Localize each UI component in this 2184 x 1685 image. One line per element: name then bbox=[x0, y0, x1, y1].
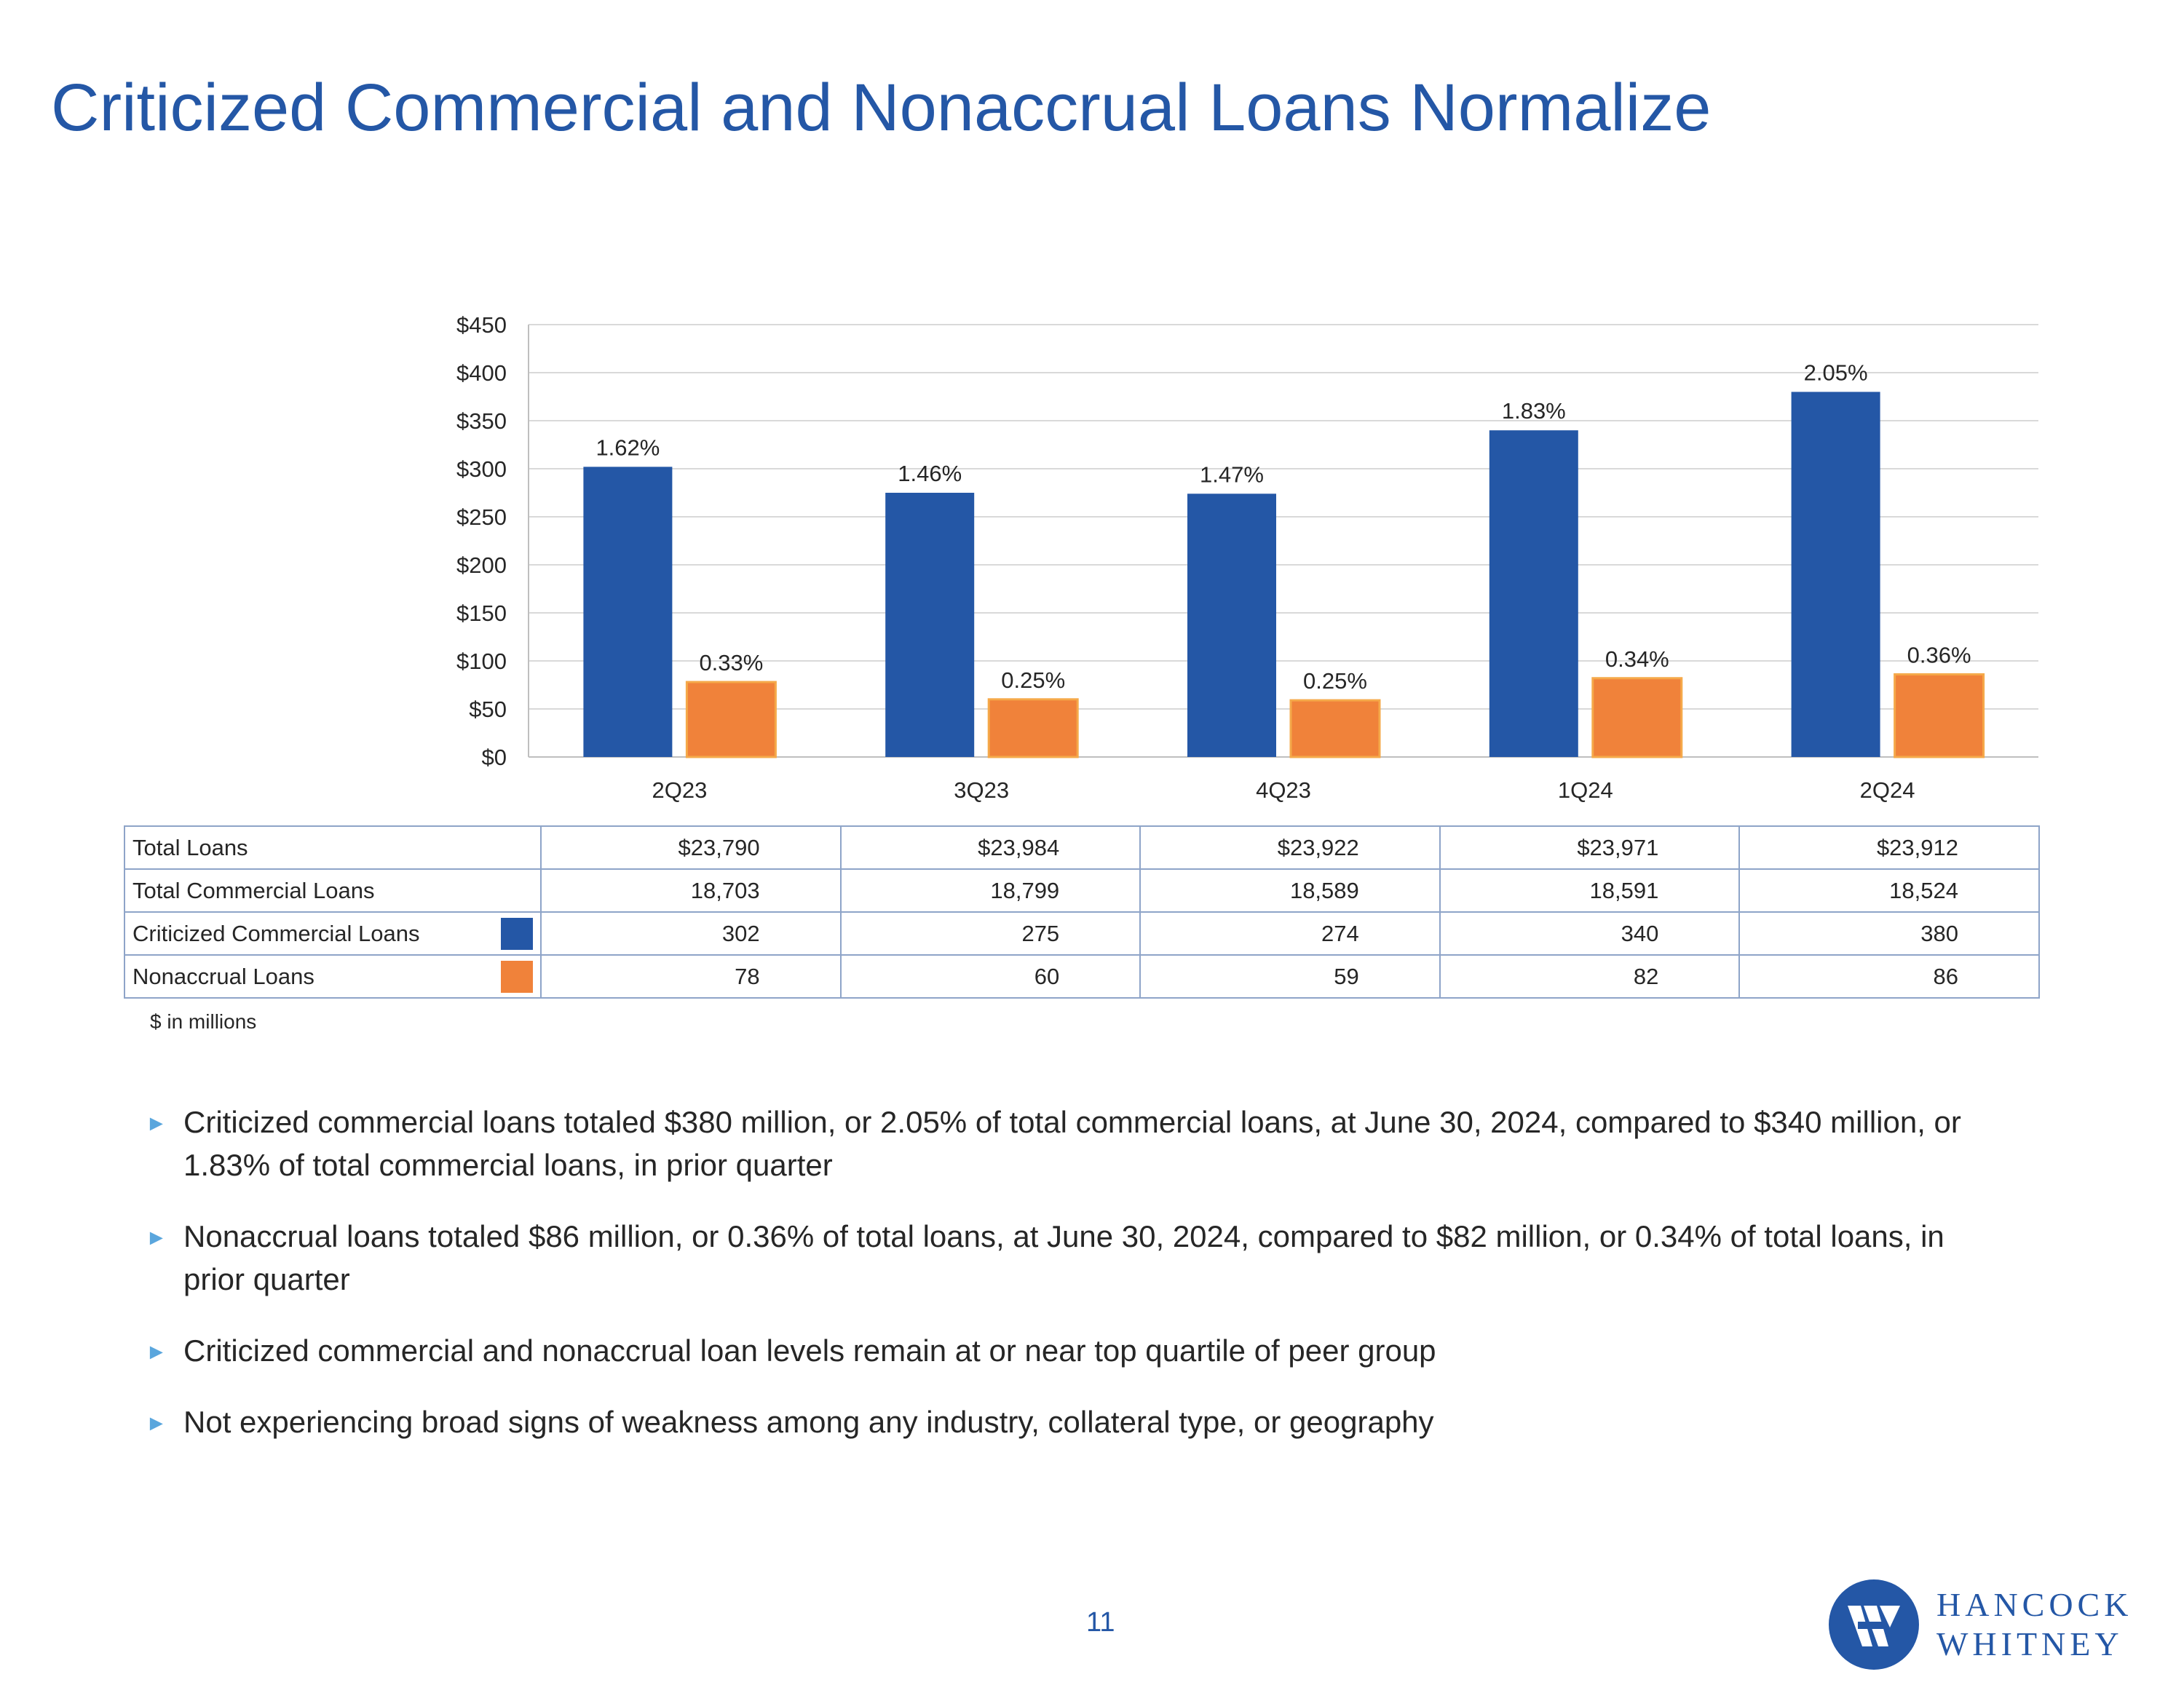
legend-swatch-criticized bbox=[501, 917, 533, 950]
bar bbox=[987, 698, 1079, 758]
bar-data-label: 2.05% bbox=[1804, 360, 1868, 385]
bar bbox=[1489, 430, 1578, 757]
bullet-item: ► Nonaccrual loans totaled $86 million, o… bbox=[146, 1215, 2009, 1301]
bar-data-label: 0.33% bbox=[699, 650, 763, 675]
table-row: Criticized Commercial Loans 302 275 274 … bbox=[124, 911, 2040, 956]
bar-data-label: 0.25% bbox=[1303, 668, 1367, 694]
table-cell: 302 bbox=[540, 911, 842, 956]
table-cell: $23,790 bbox=[540, 825, 842, 870]
table-cell: 18,799 bbox=[839, 868, 1142, 913]
bullet-list: ► Criticized commercial loans totaled $38… bbox=[146, 1101, 2009, 1472]
table-cell: $23,922 bbox=[1139, 825, 1441, 870]
y-tick-label: $350 bbox=[456, 408, 507, 434]
x-tick-label: 4Q23 bbox=[1256, 777, 1311, 803]
bar-data-label: 1.46% bbox=[898, 461, 962, 486]
bullet-arrow-icon: ► bbox=[146, 1411, 167, 1435]
y-tick-label: $200 bbox=[456, 552, 507, 578]
bullet-text: Criticized commercial loans totaled $380… bbox=[183, 1105, 1961, 1182]
y-tick-label: $150 bbox=[456, 600, 507, 626]
table-cell: 380 bbox=[1738, 911, 2040, 956]
row-label-cell: Criticized Commercial Loans bbox=[124, 911, 542, 956]
table-cell: 59 bbox=[1139, 954, 1441, 999]
bar-data-label: 1.62% bbox=[596, 435, 660, 460]
page-title: Criticized Commercial and Nonaccrual Loa… bbox=[51, 71, 1712, 145]
table-cell: 18,703 bbox=[540, 868, 842, 913]
table-cell: 18,524 bbox=[1738, 868, 2040, 913]
bar-data-label: 1.83% bbox=[1502, 398, 1566, 424]
bar-data-label: 0.34% bbox=[1605, 646, 1669, 672]
table-cell: 18,589 bbox=[1139, 868, 1441, 913]
table-cell: 18,591 bbox=[1439, 868, 1741, 913]
bullet-arrow-icon: ► bbox=[146, 1111, 167, 1135]
row-label: Total Commercial Loans bbox=[124, 868, 542, 913]
table-cell: $23,912 bbox=[1738, 825, 2040, 870]
hancock-whitney-logo-icon bbox=[1829, 1579, 1919, 1670]
y-tick-label: $300 bbox=[456, 456, 507, 482]
bar-data-label: 0.36% bbox=[1907, 642, 1971, 667]
table-cell: 60 bbox=[839, 954, 1142, 999]
bar bbox=[1591, 677, 1683, 758]
table-cell: 82 bbox=[1439, 954, 1741, 999]
bar-data-label: 1.47% bbox=[1200, 461, 1264, 487]
row-label: Nonaccrual Loans bbox=[132, 963, 314, 989]
table-row: Nonaccrual Loans 78 60 59 82 86 bbox=[124, 954, 2040, 999]
table-cell: 275 bbox=[839, 911, 1142, 956]
y-tick-label: $450 bbox=[456, 312, 507, 338]
bar bbox=[583, 467, 673, 757]
row-label-cell: Nonaccrual Loans bbox=[124, 954, 542, 999]
bar bbox=[885, 493, 975, 757]
brand-line-1: HANCOCK bbox=[1936, 1586, 2133, 1623]
table-cell: 86 bbox=[1738, 954, 2040, 999]
bullet-arrow-icon: ► bbox=[146, 1340, 167, 1364]
bullet-item: ► Criticized commercial and nonaccrual lo… bbox=[146, 1329, 2009, 1372]
brand-line-2: WHITNEY bbox=[1936, 1625, 2124, 1662]
table-cell: $23,984 bbox=[839, 825, 1142, 870]
y-tick-label: $400 bbox=[456, 360, 507, 386]
bullet-text: Not experiencing broad signs of weakness… bbox=[183, 1405, 1434, 1439]
brand-wordmark: HANCOCK WHITNEY bbox=[1936, 1585, 2132, 1664]
y-tick-label: $250 bbox=[456, 504, 507, 530]
table-cell: 340 bbox=[1439, 911, 1741, 956]
bullet-arrow-icon: ► bbox=[146, 1226, 167, 1250]
bullet-item: ► Criticized commercial loans totaled $38… bbox=[146, 1101, 2009, 1186]
bar bbox=[1289, 699, 1381, 758]
row-label: Total Loans bbox=[124, 825, 542, 870]
x-tick-label: 1Q24 bbox=[1558, 777, 1613, 803]
legend-swatch-nonaccrual bbox=[501, 960, 533, 993]
bullet-item: ► Not experiencing broad signs of weaknes… bbox=[146, 1400, 2009, 1443]
y-tick-label: $100 bbox=[456, 649, 507, 674]
table-cell: 274 bbox=[1139, 911, 1441, 956]
y-tick-label: $0 bbox=[482, 745, 507, 770]
bar bbox=[1894, 673, 1985, 758]
table-cell: 78 bbox=[540, 954, 842, 999]
bar-data-label: 0.25% bbox=[1001, 667, 1065, 693]
row-label: Criticized Commercial Loans bbox=[132, 920, 420, 946]
table-row: Total Commercial Loans 18,703 18,799 18,… bbox=[124, 868, 2040, 913]
loans-bar-chart: $0 $50 $100 $150 $200 $250 $300 $350 $400 $450 1.6… bbox=[456, 312, 2038, 803]
bar bbox=[1791, 392, 1880, 757]
page-number: 11 bbox=[1086, 1607, 1115, 1638]
units-note: $ in millions bbox=[150, 1010, 257, 1033]
bar bbox=[685, 681, 777, 758]
y-tick-label: $50 bbox=[469, 697, 507, 722]
bar bbox=[1187, 493, 1276, 757]
bullet-text: Criticized commercial and nonaccrual loa… bbox=[183, 1333, 1436, 1368]
bullet-text: Nonaccrual loans totaled $86 million, or… bbox=[183, 1219, 1944, 1296]
table-cell: $23,971 bbox=[1439, 825, 1741, 870]
x-tick-label: 2Q23 bbox=[652, 777, 707, 803]
x-tick-label: 2Q24 bbox=[1860, 777, 1915, 803]
x-tick-label: 3Q23 bbox=[954, 777, 1009, 803]
table-row: Total Loans $23,790 $23,984 $23,922 $23,… bbox=[124, 825, 2040, 870]
loans-data-table: Total Loans $23,790 $23,984 $23,922 $23,… bbox=[124, 825, 2040, 999]
